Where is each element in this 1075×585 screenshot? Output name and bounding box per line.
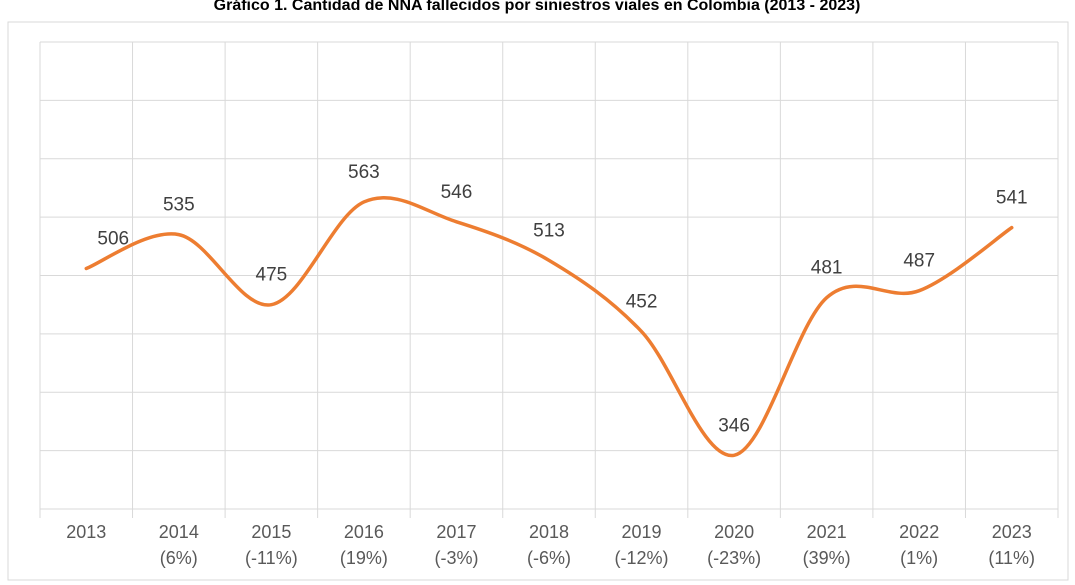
x-tick-label: 2015 (251, 522, 291, 542)
x-tick-label: 2014 (159, 522, 199, 542)
data-label: 346 (718, 415, 750, 436)
chart-title: Gráfico 1. Cantidad de NNA fallecidos po… (214, 0, 861, 14)
data-label: 506 (97, 229, 129, 250)
x-tick-sublabel: (-6%) (527, 548, 571, 568)
x-tick-label: 2023 (992, 522, 1032, 542)
data-line (84, 196, 1014, 458)
data-label: 475 (256, 265, 288, 286)
data-label: 452 (626, 292, 658, 313)
x-tick-sublabel: (39%) (803, 548, 851, 568)
x-tick-sublabel: (-12%) (615, 548, 669, 568)
x-tick-label: 2021 (807, 522, 847, 542)
x-tick-sublabel: (19%) (340, 548, 388, 568)
data-label: 513 (533, 220, 565, 241)
data-label: 541 (996, 188, 1028, 209)
x-tick-sublabel: (-23%) (707, 548, 761, 568)
x-tick-label: 2022 (899, 522, 939, 542)
x-tick-label: 2016 (344, 522, 384, 542)
x-tick-sublabel: (-11%) (245, 548, 298, 568)
chart-border (7, 21, 1069, 581)
data-label: 546 (441, 182, 473, 203)
data-label: 487 (903, 251, 935, 272)
x-tick-label: 2013 (66, 522, 106, 542)
x-tick-label: 2017 (436, 522, 476, 542)
x-tick-label: 2020 (714, 522, 754, 542)
data-label: 563 (348, 162, 380, 183)
x-tick-sublabel: (6%) (160, 548, 198, 568)
x-tick-sublabel: (11%) (988, 548, 1035, 568)
data-label: 535 (163, 195, 195, 216)
data-label: 481 (811, 258, 843, 279)
x-tick-label: 2019 (622, 522, 662, 542)
x-tick-sublabel: (-3%) (434, 548, 478, 568)
x-tick-label: 2018 (529, 522, 569, 542)
x-tick-sublabel: (1%) (900, 548, 938, 568)
